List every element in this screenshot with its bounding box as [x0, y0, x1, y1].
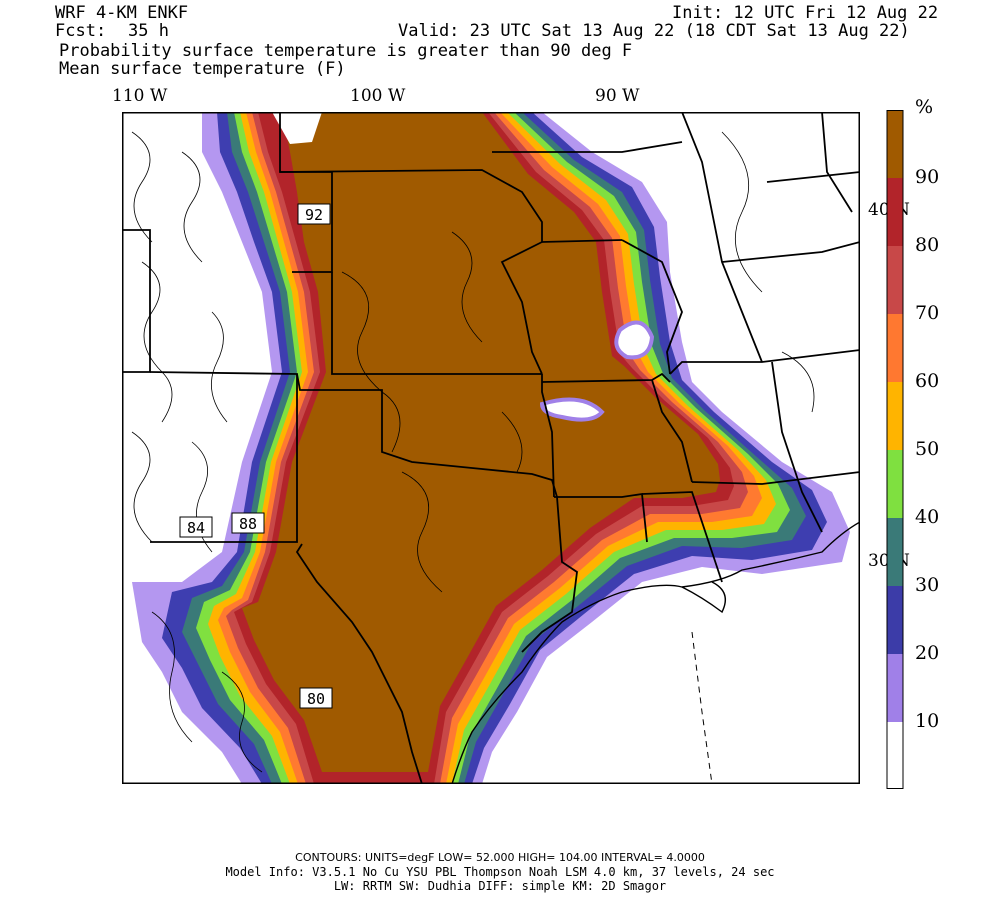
- colorbar-swatch-80: [887, 178, 903, 246]
- lon-label-110w: 110 W: [112, 86, 168, 106]
- svg-text:88: 88: [239, 515, 257, 533]
- init-time: Init: 12 UTC Fri 12 Aug 22: [672, 3, 939, 23]
- svg-text:92: 92: [305, 206, 323, 224]
- model-info: Model Info: V3.5.1 No Cu YSU PBL Thompso…: [225, 865, 775, 879]
- colorbar-swatch-30: [887, 518, 903, 586]
- contour-label-84: 84: [179, 516, 213, 538]
- colorbar-swatch-50: [887, 382, 903, 450]
- probability-shading: [132, 112, 850, 784]
- svg-text:80: 80: [307, 690, 325, 708]
- model-title: WRF 4-KM ENKF: [55, 3, 189, 23]
- map-frame: [122, 112, 860, 784]
- colorbar-label-50: 50: [915, 438, 940, 460]
- colorbar-label-30: 30: [915, 574, 940, 596]
- colorbar-swatch-20: [887, 586, 903, 654]
- probability-colorbar: [886, 110, 904, 789]
- svg-text:84: 84: [187, 519, 205, 537]
- colorbar-swatch-0: [887, 722, 903, 788]
- temperature-contours: [131, 131, 815, 773]
- colorbar-label-80: 80: [915, 234, 940, 256]
- contour-label-88: 88: [231, 512, 265, 534]
- contour-label-92: 92: [297, 203, 331, 225]
- valid-time: Valid: 23 UTC Sat 13 Aug 22 (18 CDT Sat …: [398, 21, 910, 41]
- contour-info: CONTOURS: UNITS=degF LOW= 52.000 HIGH= 1…: [295, 851, 705, 864]
- colorbar-swatch-70: [887, 246, 903, 314]
- colorbar-unit-label: %: [915, 96, 934, 118]
- offshore-boundary: [691, 631, 713, 784]
- colorbar-swatch-90: [887, 110, 903, 178]
- forecast-hour-label: Fcst:: [55, 21, 107, 41]
- colorbar-label-20: 20: [915, 642, 940, 664]
- physics-info: LW: RRTM SW: Dudhia DIFF: simple KM: 2D …: [333, 879, 667, 893]
- colorbar-label-90: 90: [915, 166, 940, 188]
- field-description-mean-temp: Mean surface temperature (F): [59, 59, 346, 79]
- lon-label-90w: 90 W: [595, 86, 640, 106]
- colorbar-label-10: 10: [915, 710, 940, 732]
- state-boundaries: [122, 112, 860, 784]
- forecast-hour-value: 35 h: [128, 21, 169, 41]
- colorbar-swatch-10: [887, 654, 903, 722]
- contour-value-labels: 92 84 88 80: [179, 203, 333, 709]
- contour-label-80: 80: [299, 687, 333, 709]
- colorbar-label-70: 70: [915, 302, 940, 324]
- colorbar-swatch-60: [887, 314, 903, 382]
- forecast-map: 92 84 88 80: [122, 112, 860, 784]
- lon-label-100w: 100 W: [350, 86, 406, 106]
- field-description-probability: Probability surface temperature is great…: [59, 41, 633, 61]
- coastline: [451, 521, 860, 784]
- colorbar-label-40: 40: [915, 506, 940, 528]
- colorbar-swatch-40: [887, 450, 903, 518]
- colorbar-label-60: 60: [915, 370, 940, 392]
